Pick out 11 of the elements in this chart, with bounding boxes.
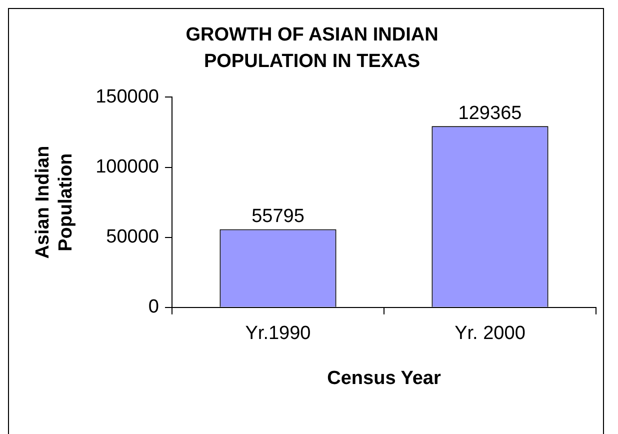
y-tick-label: 150000 xyxy=(96,86,159,108)
x-tick-label: Yr. 2000 xyxy=(454,323,526,344)
x-axis-title: Census Year xyxy=(327,368,442,389)
data-label: 55795 xyxy=(252,206,304,227)
y-axis-title: Asian Indian Population xyxy=(32,146,76,259)
data-label: 129365 xyxy=(458,102,522,124)
y-tick-label: 50000 xyxy=(106,226,159,248)
y-tick-label: 0 xyxy=(148,296,159,318)
chart-title: GROWTH OF ASIAN INDIAN POPULATION IN TEXAS xyxy=(186,24,438,72)
y-tick-label: 100000 xyxy=(96,156,159,178)
x-tick-label: Yr.1990 xyxy=(245,323,311,344)
